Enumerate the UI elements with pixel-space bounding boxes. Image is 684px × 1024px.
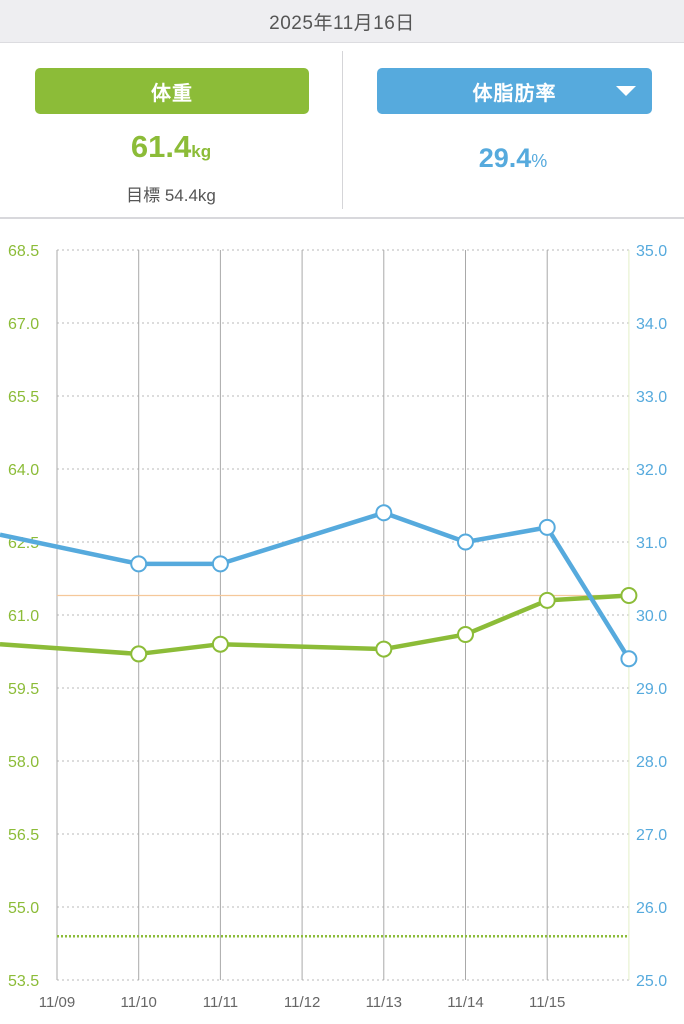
bodyfat-selector-label: 体脂肪率 xyxy=(472,82,557,105)
weight-data-point xyxy=(538,591,556,609)
bodyfat-selector-button[interactable]: 体脂肪率 xyxy=(377,68,652,114)
stats-panel: 体重 61.4kg 目標 54.4kg 体脂肪率 29.4% xyxy=(0,43,684,219)
right-axis-tick-label: 28.0 xyxy=(636,754,667,771)
right-axis-tick-label: 33.0 xyxy=(636,389,667,406)
x-axis-tick-label: 11/10 xyxy=(120,994,156,1011)
right-axis-tick-label: 35.0 xyxy=(636,243,667,260)
left-axis-tick-label: 53.5 xyxy=(8,973,39,990)
weight-value: 61.4kg xyxy=(0,129,342,165)
right-axis-tick-label: 30.0 xyxy=(636,608,667,625)
left-axis-tick-label: 68.5 xyxy=(8,243,39,260)
x-axis-tick-label: 11/12 xyxy=(284,994,320,1011)
date-header: 2025年11月16日 xyxy=(0,0,684,43)
weight-data-point xyxy=(620,587,638,605)
panel-divider xyxy=(342,51,343,209)
left-axis-tick-label: 61.0 xyxy=(8,608,39,625)
right-axis-tick-label: 26.0 xyxy=(636,900,667,917)
weight-data-point xyxy=(375,640,393,658)
left-axis-tick-label: 67.0 xyxy=(8,316,39,333)
weight-data-point xyxy=(457,625,474,643)
right-axis-tick-label: 25.0 xyxy=(636,973,667,990)
left-axis-tick-label: 59.5 xyxy=(8,681,39,698)
bodyfat-data-point xyxy=(620,650,638,668)
right-axis-tick-label: 27.0 xyxy=(636,827,667,844)
x-axis-tick-label: 11/13 xyxy=(366,994,402,1011)
bodyfat-unit: % xyxy=(531,151,548,171)
bodyfat-panel: 体脂肪率 29.4% xyxy=(342,43,684,217)
chevron-down-icon xyxy=(616,86,636,96)
x-axis-tick-label: 11/09 xyxy=(39,994,75,1011)
weight-data-point xyxy=(211,635,229,653)
weight-panel: 体重 61.4kg 目標 54.4kg xyxy=(0,43,342,217)
x-axis-tick-label: 11/15 xyxy=(529,994,565,1011)
weight-goal: 目標 54.4kg xyxy=(126,186,216,205)
weight-tab-label: 体重 xyxy=(151,82,193,105)
weight-series-line xyxy=(0,593,630,657)
bodyfat-data-point xyxy=(130,555,148,573)
right-axis-tick-label: 29.0 xyxy=(636,681,667,698)
date-label: 2025年11月16日 xyxy=(269,12,415,34)
bodyfat-value: 29.4% xyxy=(342,143,684,174)
weight-number: 61.4 xyxy=(130,129,192,164)
weight-data-point xyxy=(130,645,148,663)
left-axis-tick-label: 58.0 xyxy=(8,754,39,771)
weight-unit: kg xyxy=(191,142,212,161)
bodyfat-data-point xyxy=(457,533,474,551)
right-axis-tick-label: 31.0 xyxy=(636,535,667,552)
left-axis-tick-label: 65.5 xyxy=(8,389,39,406)
x-axis-tick-label: 11/11 xyxy=(203,994,238,1011)
bodyfat-data-point xyxy=(538,518,556,536)
bodyfat-series-line xyxy=(0,510,631,660)
right-axis-tick-label: 32.0 xyxy=(636,462,667,479)
weight-tab-button[interactable]: 体重 xyxy=(35,68,309,114)
right-axis-tick-label: 34.0 xyxy=(636,316,667,333)
bodyfat-number: 29.4 xyxy=(478,143,532,173)
left-axis-tick-label: 56.5 xyxy=(8,827,39,844)
x-axis-tick-label: 11/14 xyxy=(447,994,483,1011)
left-axis-tick-label: 55.0 xyxy=(8,900,39,917)
bodyfat-data-point xyxy=(211,555,229,573)
weight-bodyfat-chart[interactable]: 68.567.065.564.062.561.059.558.056.555.0… xyxy=(0,220,684,1024)
left-axis-tick-label: 64.0 xyxy=(8,462,39,479)
bodyfat-data-point xyxy=(375,504,393,522)
